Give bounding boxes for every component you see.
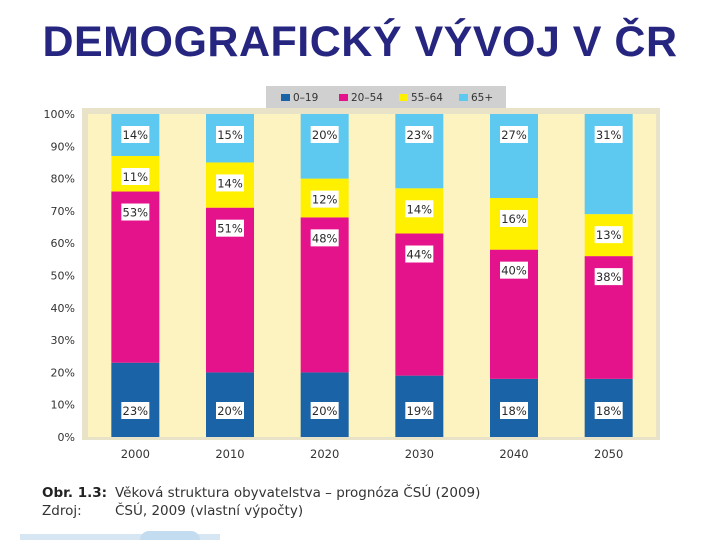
data-label-box xyxy=(594,226,623,244)
x-tick-label: 2050 xyxy=(594,447,623,461)
data-label: 40% xyxy=(501,264,527,278)
legend-label: 0–19 xyxy=(293,92,318,104)
bar-segment xyxy=(300,114,349,179)
footer-decoration-arc xyxy=(140,531,200,540)
y-tick-label: 70% xyxy=(51,205,75,218)
data-label: 23% xyxy=(123,404,149,418)
data-label: 38% xyxy=(596,270,622,284)
data-label-box xyxy=(594,402,623,419)
caption-figure-text: Věková struktura obyvatelstva – prognóza… xyxy=(115,485,481,501)
bar-segment xyxy=(395,114,444,189)
y-tick-label: 50% xyxy=(51,270,75,283)
legend-swatch xyxy=(281,94,290,101)
data-label-box xyxy=(216,402,244,419)
data-label: 27% xyxy=(501,128,527,142)
data-label: 23% xyxy=(407,128,433,142)
data-label: 48% xyxy=(312,231,338,245)
legend-label: 55–64 xyxy=(411,92,443,104)
data-label: 14% xyxy=(407,202,433,216)
data-label-box xyxy=(216,126,244,143)
legend-swatch xyxy=(339,94,348,101)
y-tick-label: 20% xyxy=(51,366,75,379)
data-label-box xyxy=(121,126,150,143)
data-label: 16% xyxy=(501,212,527,226)
y-tick-label: 100% xyxy=(44,108,75,121)
legend-swatch xyxy=(399,94,408,101)
plot-area xyxy=(88,114,656,437)
data-label-box xyxy=(594,126,623,143)
data-label: 14% xyxy=(123,128,149,142)
data-label: 18% xyxy=(501,404,527,418)
y-tick-label: 10% xyxy=(51,399,75,412)
data-label-box xyxy=(121,203,150,221)
caption-line-figure: Obr. 1.3: Věková struktura obyvatelstva –… xyxy=(42,484,480,502)
data-label-box xyxy=(216,219,244,237)
data-label: 13% xyxy=(596,228,622,242)
data-label: 20% xyxy=(312,404,338,418)
data-label-box xyxy=(216,174,244,192)
data-label: 14% xyxy=(217,176,243,190)
y-tick-label: 90% xyxy=(51,140,75,153)
y-tick-label: 40% xyxy=(51,302,75,315)
caption-line-source: Zdroj: ČSÚ, 2009 (vlastní výpočty) xyxy=(42,502,480,520)
data-label: 15% xyxy=(217,128,243,142)
data-label-box xyxy=(594,268,623,286)
y-tick-label: 60% xyxy=(51,237,75,250)
page-title: DEMOGRAFICKÝ VÝVOJ V ČR xyxy=(42,18,678,66)
data-label: 51% xyxy=(217,222,243,236)
data-label-box xyxy=(121,402,150,419)
data-label-box xyxy=(405,200,434,218)
y-tick-label: 30% xyxy=(51,334,75,347)
data-label-box xyxy=(310,126,339,143)
data-label-box xyxy=(500,126,528,143)
data-label: 44% xyxy=(407,248,433,262)
data-label-box xyxy=(121,167,150,185)
legend-label: 20–54 xyxy=(351,92,383,104)
y-tick-label: 0% xyxy=(58,431,75,444)
x-tick-label: 2030 xyxy=(405,447,434,461)
data-label: 11% xyxy=(123,170,149,184)
data-label-box xyxy=(310,402,339,419)
bar-segment xyxy=(111,362,160,437)
data-label-box xyxy=(500,209,528,227)
footer-decoration xyxy=(20,534,220,540)
data-label: 20% xyxy=(312,128,338,142)
x-tick-label: 2000 xyxy=(121,447,150,461)
data-label-box xyxy=(405,126,434,143)
data-label: 31% xyxy=(596,128,622,142)
data-label-box xyxy=(500,261,528,279)
x-tick-label: 2020 xyxy=(310,447,339,461)
data-label-box xyxy=(310,229,339,247)
stacked-bar-chart: 0% 10% 20% 30% 40% 50% 60% 70% 80% 90% 100% 23% 53% 1… xyxy=(44,86,660,461)
legend-label: 65+ xyxy=(471,92,493,104)
y-tick-label: 80% xyxy=(51,173,75,186)
data-label: 12% xyxy=(312,193,338,207)
x-tick-label: 2040 xyxy=(499,447,528,461)
data-label: 53% xyxy=(123,206,149,220)
caption-source-label: Zdroj: xyxy=(42,503,82,519)
data-label: 19% xyxy=(407,404,433,418)
data-label: 18% xyxy=(596,404,622,418)
data-label-box xyxy=(500,402,528,419)
legend-swatch xyxy=(459,94,468,101)
data-label-box xyxy=(405,402,434,419)
data-label: 20% xyxy=(217,404,243,418)
x-tick-label: 2010 xyxy=(215,447,244,461)
data-label-box xyxy=(405,245,434,263)
legend-box xyxy=(266,86,506,108)
figure-caption: Obr. 1.3: Věková struktura obyvatelstva –… xyxy=(42,484,480,520)
caption-source-text: ČSÚ, 2009 (vlastní výpočty) xyxy=(115,503,304,519)
caption-figure-label: Obr. 1.3: xyxy=(42,485,108,501)
data-label-box xyxy=(310,190,339,208)
